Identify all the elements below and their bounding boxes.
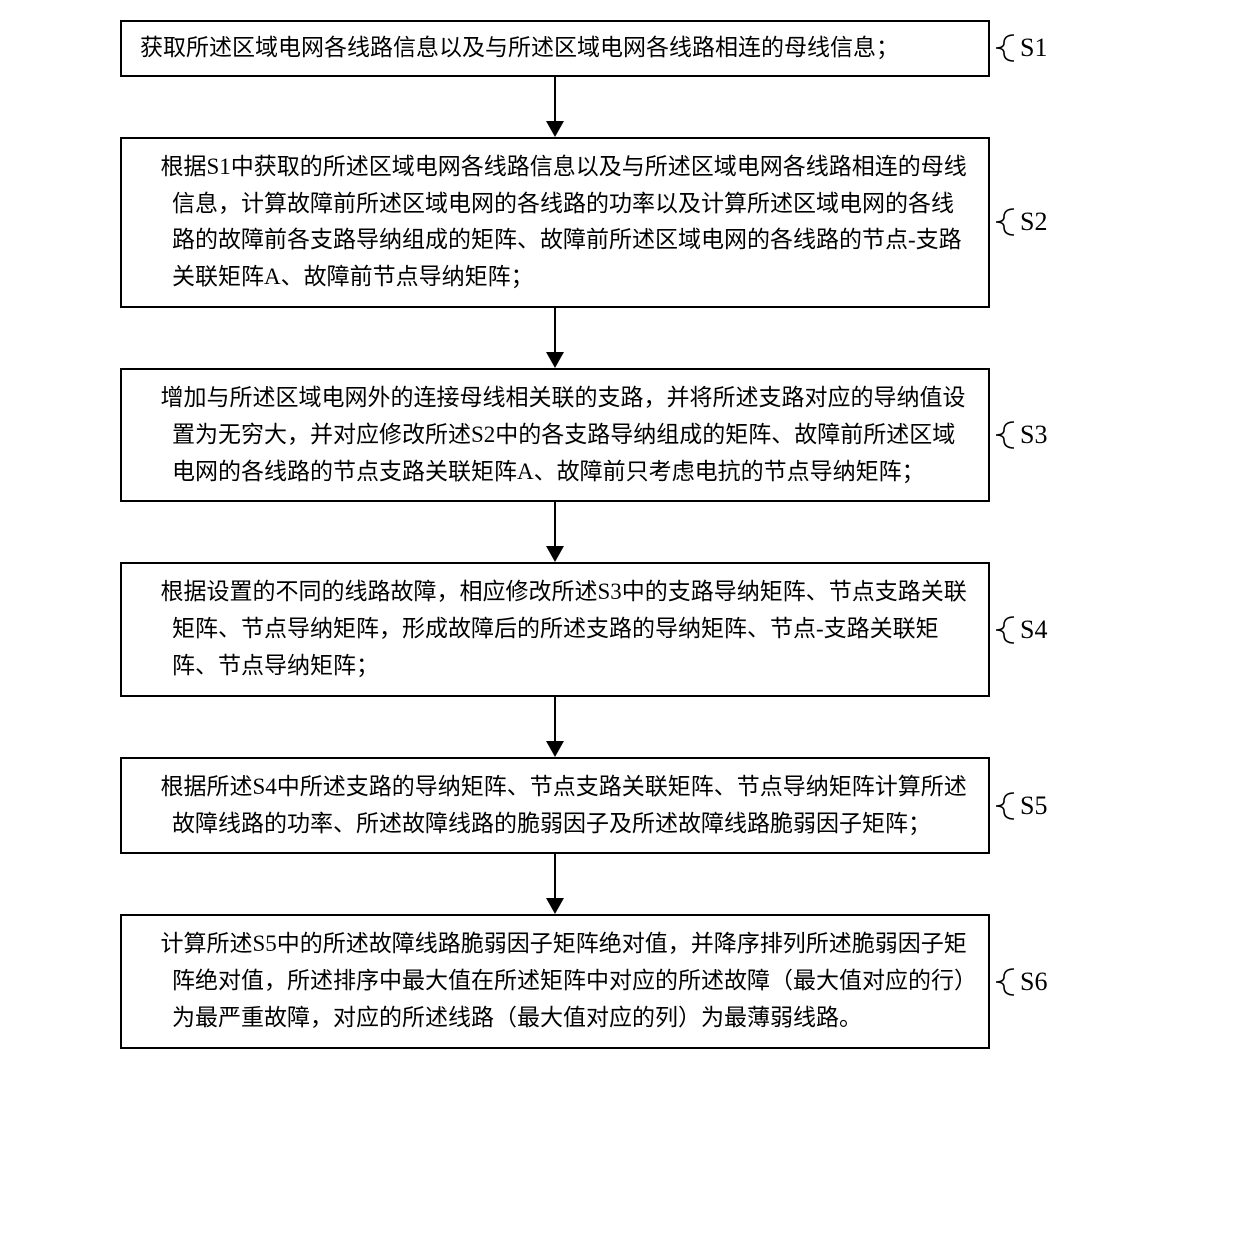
step-box-s3: 增加与所述区域电网外的连接母线相关联的支路，并将所述支路对应的导纳值设置为无穷大… [120, 368, 990, 502]
arrow-s4 [120, 697, 990, 757]
step-row-s6: 计算所述S5中的所述故障线路脆弱因子矩阵绝对值，并降序排列所述脆弱因子矩阵绝对值… [120, 914, 1120, 1048]
arrow-s5 [120, 854, 990, 914]
arrow-head-icon [546, 121, 564, 137]
step-label-s4: S4 [1020, 615, 1047, 645]
arrow-s1 [120, 77, 990, 137]
brace-icon [994, 420, 1016, 450]
step-box-s5: 根据所述S4中所述支路的导纳矩阵、节点支路关联矩阵、节点导纳矩阵计算所述故障线路… [120, 757, 990, 855]
step-box-s2: 根据S1中获取的所述区域电网各线路信息以及与所述区域电网各线路相连的母线信息，计… [120, 137, 990, 308]
step-box-s1: 获取所述区域电网各线路信息以及与所述区域电网各线路相连的母线信息； [120, 20, 990, 77]
step-label-text: S1 [1020, 33, 1047, 62]
step-label-text: S5 [1020, 791, 1047, 820]
step-label-s6: S6 [1020, 967, 1047, 997]
step-row-s5: 根据所述S4中所述支路的导纳矩阵、节点支路关联矩阵、节点导纳矩阵计算所述故障线路… [120, 757, 1120, 855]
arrow-line [554, 308, 556, 356]
arrow-line [554, 697, 556, 745]
step-box-s6: 计算所述S5中的所述故障线路脆弱因子矩阵绝对值，并降序排列所述脆弱因子矩阵绝对值… [120, 914, 990, 1048]
brace-icon [994, 791, 1016, 821]
arrow-head-icon [546, 741, 564, 757]
step-label-text: S4 [1020, 615, 1047, 644]
step-label-s3: S3 [1020, 420, 1047, 450]
step-label-text: S2 [1020, 207, 1047, 236]
arrow-s2 [120, 308, 990, 368]
arrow-head-icon [546, 898, 564, 914]
step-box-s4: 根据设置的不同的线路故障，相应修改所述S3中的支路导纳矩阵、节点支路关联矩阵、节… [120, 562, 990, 696]
brace-icon [994, 33, 1016, 63]
arrow-head-icon [546, 546, 564, 562]
step-label-text: S6 [1020, 967, 1047, 996]
step-row-s4: 根据设置的不同的线路故障，相应修改所述S3中的支路导纳矩阵、节点支路关联矩阵、节… [120, 562, 1120, 696]
arrow-s3 [120, 502, 990, 562]
step-label-s2: S2 [1020, 207, 1047, 237]
arrow-line [554, 502, 556, 550]
step-row-s3: 增加与所述区域电网外的连接母线相关联的支路，并将所述支路对应的导纳值设置为无穷大… [120, 368, 1120, 502]
step-row-s2: 根据S1中获取的所述区域电网各线路信息以及与所述区域电网各线路相连的母线信息，计… [120, 137, 1120, 308]
step-label-s5: S5 [1020, 791, 1047, 821]
brace-icon [994, 207, 1016, 237]
step-label-s1: S1 [1020, 33, 1047, 63]
step-row-s1: 获取所述区域电网各线路信息以及与所述区域电网各线路相连的母线信息； S1 [120, 20, 1120, 77]
brace-icon [994, 615, 1016, 645]
step-label-text: S3 [1020, 420, 1047, 449]
flowchart-container: 获取所述区域电网各线路信息以及与所述区域电网各线路相连的母线信息； S1 根据S1中… [120, 20, 1120, 1049]
arrow-head-icon [546, 352, 564, 368]
brace-icon [994, 967, 1016, 997]
arrow-line [554, 77, 556, 125]
arrow-line [554, 854, 556, 902]
